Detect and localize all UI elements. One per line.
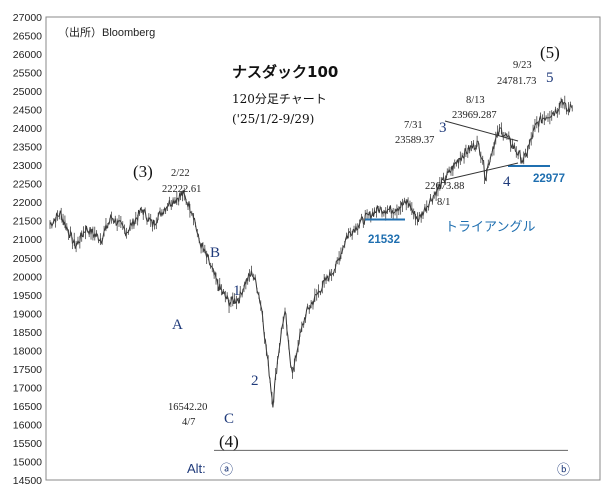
y-tick-label: 17000 xyxy=(13,382,42,394)
subtitle-line-2: ('25/1/2-9/29) xyxy=(232,112,314,126)
y-tick-label: 21500 xyxy=(13,216,42,228)
support-level-low: 21532 xyxy=(368,234,400,246)
y-tick-label: 27000 xyxy=(13,12,42,24)
wave-sub3-date: 7/31 xyxy=(404,120,423,131)
alt-a-marker: ⓐ xyxy=(220,462,233,477)
wave-sub4-value: 22673.88 xyxy=(425,181,464,192)
y-tick-label: 20000 xyxy=(13,271,42,283)
triangle-high-date: 8/13 xyxy=(466,95,485,106)
wave-2-label: 2 xyxy=(251,373,259,389)
triangle-lower-line xyxy=(444,162,519,181)
y-tick-label: 15000 xyxy=(13,456,42,468)
y-tick-label: 22500 xyxy=(13,179,42,191)
y-tick-label: 19000 xyxy=(13,308,42,320)
y-tick-label: 20500 xyxy=(13,253,42,265)
wave-4-low-value: 16542.20 xyxy=(168,402,207,413)
triangle-high-value: 23969.287 xyxy=(452,110,497,121)
y-tick-label: 19500 xyxy=(13,290,42,302)
y-tick-label: 26500 xyxy=(13,31,42,43)
peak-value: 24781.73 xyxy=(497,76,536,87)
wave-3-label: (3) xyxy=(133,162,153,181)
y-tick-label: 16000 xyxy=(13,419,42,431)
y-axis: 14500 15000 15500 16000 16500 17000 17500 18000… xyxy=(13,12,42,487)
y-tick-label: 17500 xyxy=(13,364,42,376)
y-tick-label: 24000 xyxy=(13,123,42,135)
alt-b-marker: ⓑ xyxy=(557,462,570,477)
wave-sub3-label: 3 xyxy=(439,120,447,136)
wave-A-label: A xyxy=(172,317,183,333)
wave-3-date: 2/22 xyxy=(171,168,190,179)
y-tick-label: 16500 xyxy=(13,401,42,413)
chart-title: ナスダック100 xyxy=(232,63,338,81)
wave-B-label: B xyxy=(210,245,220,261)
y-tick-label: 23500 xyxy=(13,142,42,154)
y-tick-label: 25000 xyxy=(13,86,42,98)
wave-sub4-date: 8/1 xyxy=(437,197,450,208)
support-level-high: 22977 xyxy=(533,173,565,185)
y-tick-label: 18000 xyxy=(13,345,42,357)
alt-label: Alt: xyxy=(187,461,206,476)
price-series xyxy=(49,95,573,408)
y-tick-label: 14500 xyxy=(13,475,42,487)
y-tick-label: 18500 xyxy=(13,327,42,339)
subtitle-line-1: 120分足チャート xyxy=(232,92,327,106)
y-tick-label: 24500 xyxy=(13,105,42,117)
wave-5-label: (5) xyxy=(540,43,560,62)
wave-4-label: (4) xyxy=(219,432,239,451)
y-tick-label: 21000 xyxy=(13,234,42,246)
y-tick-label: 26000 xyxy=(13,49,42,61)
source-label: （出所）Bloomberg xyxy=(58,25,155,39)
y-tick-label: 22000 xyxy=(13,197,42,209)
y-tick-label: 25500 xyxy=(13,68,42,80)
y-tick-label: 23000 xyxy=(13,160,42,172)
triangle-label: トライアングル xyxy=(445,220,535,235)
annotation-lines xyxy=(214,120,568,451)
wave-4-low-date: 4/7 xyxy=(182,417,195,428)
y-tick-label: 15500 xyxy=(13,438,42,450)
wave-C-label: C xyxy=(224,411,234,427)
wave-1-label: 1 xyxy=(233,283,241,299)
wave-sub3-value: 23589.37 xyxy=(395,135,434,146)
triangle-upper-line xyxy=(444,120,519,142)
plot-frame xyxy=(45,16,601,481)
wave-3-value: 22222.61 xyxy=(162,184,201,195)
wave-sub5-label: 5 xyxy=(546,70,554,86)
wave-sub4-label: 4 xyxy=(503,174,511,190)
peak-date: 9/23 xyxy=(513,60,532,71)
